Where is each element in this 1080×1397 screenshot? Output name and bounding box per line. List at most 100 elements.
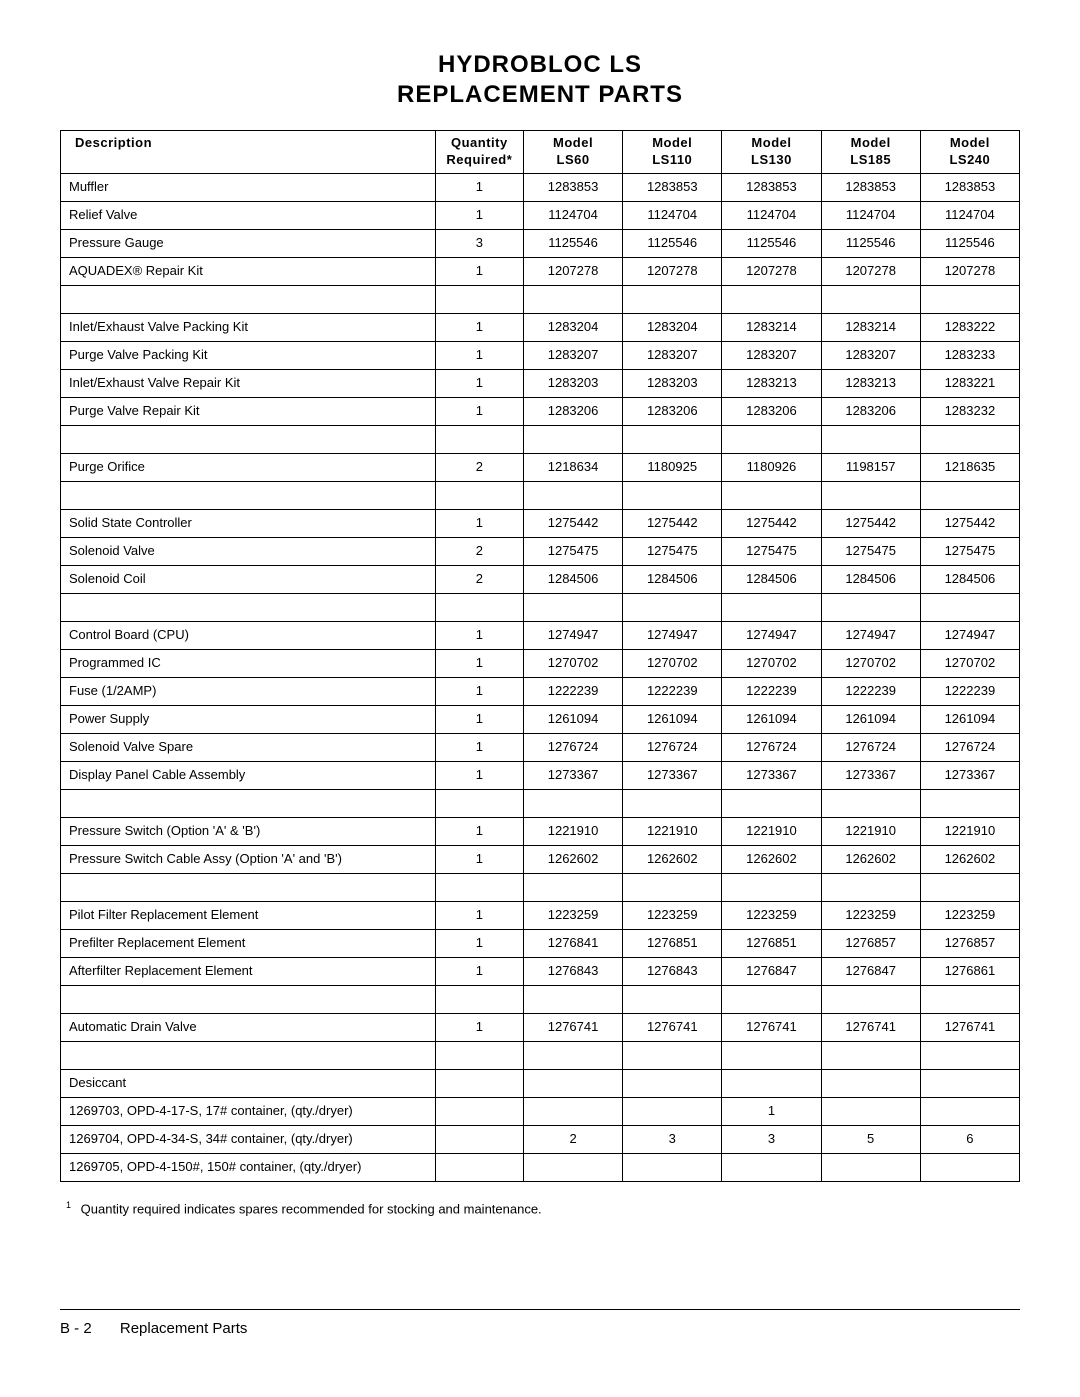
cell-value: 1207278 xyxy=(523,257,622,285)
spacer-cell xyxy=(435,425,523,453)
cell-value: 1262602 xyxy=(722,845,821,873)
table-row: Solenoid Valve21275475127547512754751275… xyxy=(61,537,1020,565)
cell-value: 1283206 xyxy=(623,397,722,425)
cell-value: 1 xyxy=(435,621,523,649)
table-row: 1269703, OPD-4-17-S, 17# container, (qty… xyxy=(61,1097,1020,1125)
col-ls240: ModelLS240 xyxy=(920,131,1019,174)
spacer-cell xyxy=(722,481,821,509)
cell-value xyxy=(523,1153,622,1181)
cell-value: 1261094 xyxy=(821,705,920,733)
cell-value: 1222239 xyxy=(722,677,821,705)
cell-value: 1276741 xyxy=(920,1013,1019,1041)
table-row: Inlet/Exhaust Valve Packing Kit112832041… xyxy=(61,313,1020,341)
table-row: Pressure Switch Cable Assy (Option 'A' a… xyxy=(61,845,1020,873)
cell-value: 1274947 xyxy=(920,621,1019,649)
col-ls60: ModelLS60 xyxy=(523,131,622,174)
cell-value: 1283853 xyxy=(920,173,1019,201)
cell-value: 1221910 xyxy=(920,817,1019,845)
cell-value: 1125546 xyxy=(722,229,821,257)
cell-value: 1270702 xyxy=(523,649,622,677)
cell-value: 1283213 xyxy=(722,369,821,397)
footnote: 1 Quantity required indicates spares rec… xyxy=(60,1200,1020,1216)
spacer-cell xyxy=(523,593,622,621)
spacer-cell xyxy=(623,425,722,453)
cell-value: 1125546 xyxy=(623,229,722,257)
cell-value: 1273367 xyxy=(821,761,920,789)
cell-value xyxy=(623,1153,722,1181)
cell-desc: 1269705, OPD-4-150#, 150# container, (qt… xyxy=(61,1153,436,1181)
cell-desc: Prefilter Replacement Element xyxy=(61,929,436,957)
cell-value: 1276847 xyxy=(821,957,920,985)
cell-value: 1283214 xyxy=(821,313,920,341)
cell-value: 1270702 xyxy=(623,649,722,677)
cell-desc: Pressure Gauge xyxy=(61,229,436,257)
cell-value: 1276861 xyxy=(920,957,1019,985)
cell-value: 1275475 xyxy=(523,537,622,565)
col-ls110: ModelLS110 xyxy=(623,131,722,174)
cell-value: 1270702 xyxy=(920,649,1019,677)
cell-value: 1262602 xyxy=(523,845,622,873)
cell-value: 1276841 xyxy=(523,929,622,957)
spacer-cell xyxy=(920,1041,1019,1069)
cell-value: 1125546 xyxy=(920,229,1019,257)
cell-value: 1222239 xyxy=(821,677,920,705)
cell-value: 1275475 xyxy=(920,537,1019,565)
cell-value: 1283853 xyxy=(523,173,622,201)
cell-value: 1275442 xyxy=(722,509,821,537)
cell-value xyxy=(435,1097,523,1125)
spacer-cell xyxy=(722,873,821,901)
cell-value: 1273367 xyxy=(920,761,1019,789)
cell-desc: Fuse (1/2AMP) xyxy=(61,677,436,705)
cell-value: 1284506 xyxy=(523,565,622,593)
spacer-cell xyxy=(435,593,523,621)
cell-value: 1221910 xyxy=(523,817,622,845)
cell-value: 3 xyxy=(435,229,523,257)
table-row: Inlet/Exhaust Valve Repair Kit1128320312… xyxy=(61,369,1020,397)
cell-value xyxy=(435,1069,523,1097)
cell-value: 2 xyxy=(435,537,523,565)
cell-value xyxy=(821,1153,920,1181)
cell-value xyxy=(623,1097,722,1125)
cell-value: 1283203 xyxy=(523,369,622,397)
table-row xyxy=(61,425,1020,453)
cell-desc: Pressure Switch (Option 'A' & 'B') xyxy=(61,817,436,845)
table-row: Power Supply1126109412610941261094126109… xyxy=(61,705,1020,733)
table-row xyxy=(61,873,1020,901)
cell-value: 1261094 xyxy=(623,705,722,733)
cell-value: 1283207 xyxy=(523,341,622,369)
cell-value xyxy=(920,1069,1019,1097)
cell-value: 1276843 xyxy=(523,957,622,985)
spacer-cell xyxy=(523,481,622,509)
cell-desc: Inlet/Exhaust Valve Repair Kit xyxy=(61,369,436,397)
table-row: Relief Valve1112470411247041124704112470… xyxy=(61,201,1020,229)
cell-value: 1124704 xyxy=(920,201,1019,229)
cell-value: 1207278 xyxy=(623,257,722,285)
cell-value: 1218635 xyxy=(920,453,1019,481)
spacer-cell xyxy=(722,985,821,1013)
table-row: Solenoid Valve Spare11276724127672412767… xyxy=(61,733,1020,761)
cell-value: 1 xyxy=(435,649,523,677)
spacer-cell xyxy=(61,593,436,621)
cell-desc: Power Supply xyxy=(61,705,436,733)
spacer-cell xyxy=(435,873,523,901)
cell-value: 1284506 xyxy=(920,565,1019,593)
cell-value: 1223259 xyxy=(623,901,722,929)
cell-value: 1 xyxy=(435,929,523,957)
cell-value xyxy=(722,1153,821,1181)
cell-value: 1276724 xyxy=(623,733,722,761)
spacer-cell xyxy=(920,789,1019,817)
cell-value: 1283206 xyxy=(722,397,821,425)
cell-value: 1124704 xyxy=(821,201,920,229)
cell-value: 1 xyxy=(435,817,523,845)
spacer-cell xyxy=(61,789,436,817)
cell-value: 1270702 xyxy=(821,649,920,677)
cell-value: 3 xyxy=(623,1125,722,1153)
cell-desc: 1269704, OPD-4-34-S, 34# container, (qty… xyxy=(61,1125,436,1153)
table-row: Display Panel Cable Assembly112733671273… xyxy=(61,761,1020,789)
cell-value: 1283233 xyxy=(920,341,1019,369)
cell-value: 1284506 xyxy=(722,565,821,593)
cell-desc: Relief Valve xyxy=(61,201,436,229)
table-row: Purge Valve Repair Kit112832061283206128… xyxy=(61,397,1020,425)
cell-desc: Display Panel Cable Assembly xyxy=(61,761,436,789)
cell-value: 1262602 xyxy=(821,845,920,873)
